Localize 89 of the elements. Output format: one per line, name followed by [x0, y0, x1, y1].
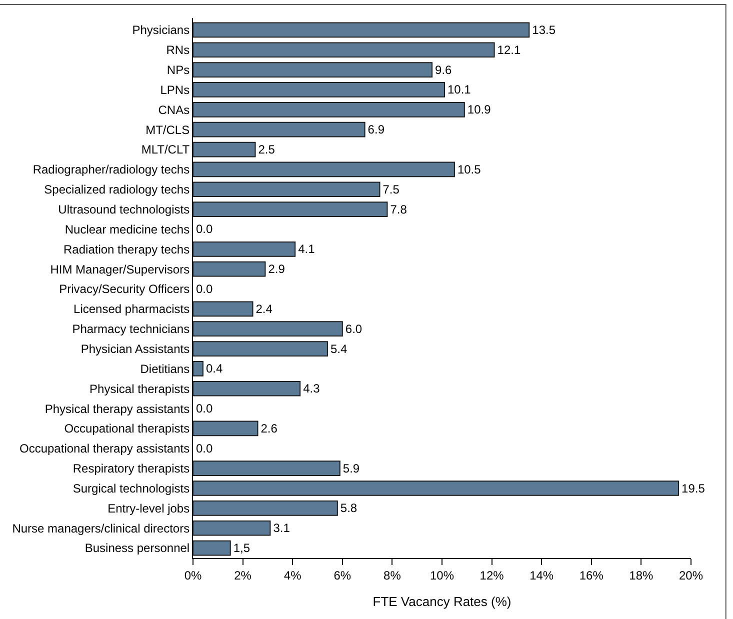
x-tick-label: 2% — [234, 568, 252, 582]
y-tick-label: MLT/CLT — [141, 142, 190, 157]
y-tick-label: Entry-level jobs — [108, 501, 190, 516]
y-tick-label: MT/CLS — [146, 122, 190, 137]
bar — [193, 321, 343, 337]
bar — [193, 540, 231, 556]
data-label: 10.9 — [467, 102, 492, 117]
x-tick-label: 18% — [629, 568, 654, 582]
x-tick-label: 20% — [678, 568, 704, 582]
y-tick-label: Ultrasound technologists — [58, 202, 190, 216]
y-tick-label: Nurse managers/clinical directors — [12, 521, 190, 536]
y-tick-label: RNs — [166, 43, 190, 58]
x-tick-label: 14% — [530, 568, 554, 582]
bar — [193, 122, 366, 138]
data-label: 5.8 — [340, 501, 358, 516]
data-label: 2.6 — [260, 421, 278, 436]
data-label: 13.5 — [532, 22, 556, 37]
bar — [193, 500, 338, 516]
y-tick-label: Physician Assistants — [80, 342, 190, 356]
bar — [193, 301, 254, 317]
data-label: 7.8 — [390, 202, 408, 216]
data-label: 2.5 — [258, 142, 276, 157]
bar — [193, 460, 340, 476]
bar — [193, 361, 204, 376]
y-tick-label: NPs — [166, 63, 190, 78]
bar — [193, 241, 296, 257]
data-label: 4.3 — [303, 382, 320, 396]
y-tick-label: Privacy/Security Officers — [59, 282, 190, 296]
bar — [193, 62, 433, 78]
data-label: 7.5 — [382, 182, 400, 196]
y-tick-label: LPNs — [160, 82, 190, 97]
data-label: 5.4 — [330, 342, 348, 356]
bar — [193, 142, 256, 158]
y-tick-label: Business personnel — [84, 541, 190, 556]
y-tick-label: HIM Manager/Supervisors — [50, 262, 190, 276]
bar — [193, 182, 380, 198]
y-tick-label: Dietitians — [140, 362, 190, 376]
y-tick-label: CNAs — [158, 102, 190, 117]
data-label: 6.9 — [368, 122, 385, 137]
bar — [193, 420, 258, 436]
data-label: 2.9 — [268, 262, 286, 276]
y-tick-label: Radiation therapy techs — [64, 242, 190, 256]
bar — [193, 520, 271, 536]
y-tick-label: Physical therapy assistants — [44, 402, 190, 416]
bar — [193, 380, 301, 396]
y-tick-label: Pharmacy technicians — [72, 322, 190, 336]
data-label: 2.4 — [256, 302, 273, 316]
y-tick-label: Occupational therapists — [64, 422, 190, 436]
data-label: 12.1 — [497, 42, 521, 57]
data-label: 0.4 — [206, 362, 223, 376]
data-label: 4.1 — [298, 242, 316, 256]
bar — [193, 42, 495, 58]
bar — [193, 480, 680, 496]
data-label: 6.0 — [345, 322, 362, 336]
data-label: 5.9 — [342, 461, 360, 476]
bar — [193, 22, 530, 38]
y-tick-label: Respiratory therapists — [72, 462, 190, 476]
data-label: 0.0 — [196, 402, 214, 416]
bar — [193, 341, 328, 356]
data-label: 0.0 — [196, 282, 214, 296]
y-tick-label: Surgical technologists — [72, 481, 190, 496]
data-label: 3.1 — [273, 521, 290, 536]
y-tick-label: Physical therapists — [90, 382, 190, 396]
x-tick-label: 0% — [184, 568, 202, 582]
y-tick-label: Licensed pharmacists — [74, 302, 190, 316]
x-tick-label: 16% — [579, 568, 604, 582]
bar — [193, 202, 388, 217]
x-tick-label: 8% — [384, 568, 402, 582]
y-tick-label: Radiographer/radiology techs — [32, 162, 190, 177]
x-tick-label: 10% — [430, 568, 454, 582]
y-tick-label: Physicians — [132, 23, 190, 38]
data-label: 1,5 — [233, 541, 250, 556]
x-tick-label: 12% — [480, 568, 504, 582]
data-label: 9.6 — [435, 62, 452, 77]
bar — [193, 82, 445, 98]
y-tick-label: Specialized radiology techs — [44, 182, 190, 197]
bar — [193, 162, 455, 178]
bar — [193, 102, 465, 118]
y-tick-label: Nuclear medicine techs — [64, 222, 190, 236]
data-label: 19.5 — [682, 481, 706, 496]
x-tick-label: 4% — [284, 568, 302, 582]
data-label: 0.0 — [196, 441, 214, 456]
x-axis-title: FTE Vacancy Rates (%) — [372, 594, 512, 609]
data-label: 10.1 — [447, 82, 472, 97]
y-tick-label: Occupational therapy assistants — [20, 442, 190, 456]
data-label: 0.0 — [196, 222, 214, 236]
data-label: 10.5 — [457, 162, 482, 176]
x-tick-label: 6% — [334, 568, 352, 582]
bar — [193, 261, 266, 277]
